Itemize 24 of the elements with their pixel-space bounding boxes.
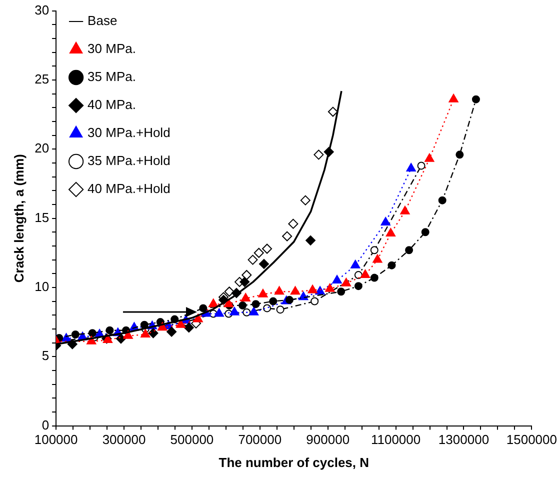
legend-label: 40 MPa.+Hold [88, 181, 170, 196]
x-tick-label: 300000 [102, 432, 146, 448]
legend-label: 30 MPa.+Hold [88, 125, 170, 140]
x-tick-label: 700000 [238, 432, 282, 448]
x-axis-title: The number of cycles, N [218, 454, 370, 470]
legend-label: 35 MPa.+Hold [88, 153, 170, 168]
legend-label: 40 MPa. [88, 97, 136, 112]
x-tick-label: 500000 [170, 432, 214, 448]
legend-label: Base [88, 13, 118, 28]
y-tick-label: 20 [34, 140, 50, 156]
y-tick-label: 25 [34, 72, 50, 87]
y-tick-label: 5 [42, 348, 50, 364]
y-tick-label: 0 [42, 417, 50, 432]
x-tick-label: 1300000 [438, 432, 490, 448]
y-axis-title: Crack length, a (mm) [11, 154, 26, 283]
x-tick-label: 1500000 [506, 432, 558, 448]
x-tick-label: 1100000 [370, 432, 421, 448]
legend-label: 35 MPa. [88, 69, 136, 84]
y-tick-label: 15 [34, 210, 50, 225]
x-tick-label: 900000 [306, 432, 350, 448]
legend-label: 30 MPa. [88, 41, 136, 56]
x-tick-label: 100000 [34, 432, 78, 448]
y-tick-label: 30 [34, 2, 50, 18]
y-tick-label: 10 [34, 279, 50, 294]
